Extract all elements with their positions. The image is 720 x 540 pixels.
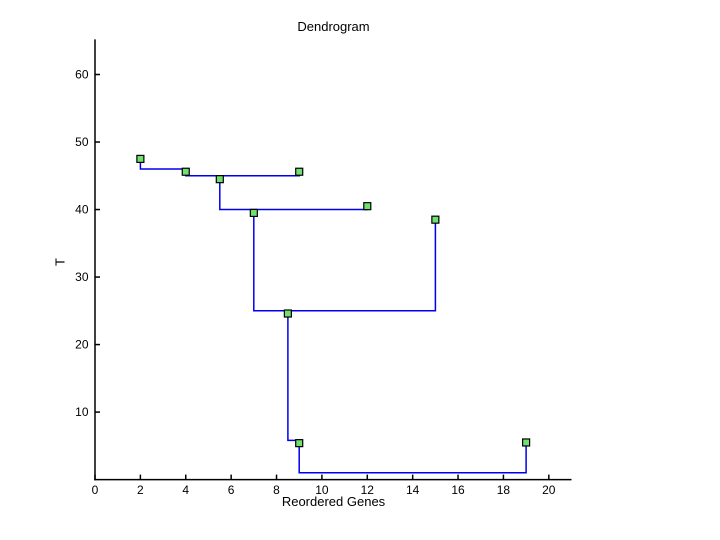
x-tick-label: 18	[497, 483, 511, 497]
y-tick-label: 20	[75, 338, 89, 352]
y-tick-label: 30	[75, 270, 89, 284]
node-marker	[522, 438, 531, 447]
node-marker	[215, 175, 224, 184]
node-marker	[136, 154, 145, 164]
dendrogram-link	[139, 158, 187, 170]
x-tick-label: 20	[542, 483, 556, 497]
x-tick-label: 4	[182, 483, 189, 497]
x-tick-label: 8	[273, 483, 280, 497]
node-marker	[283, 309, 292, 318]
x-tick-label: 10	[315, 483, 329, 497]
node-marker	[249, 208, 258, 218]
y-tick-label: 40	[75, 203, 89, 217]
x-tick-label: 0	[92, 483, 99, 497]
x-axis-label: Reordered Genes	[281, 494, 386, 509]
y-tick-label: 60	[75, 68, 89, 82]
node-marker	[431, 215, 440, 224]
dendrogram-link	[287, 312, 300, 442]
dendrogram-link	[185, 170, 300, 177]
x-tick-label: 16	[451, 483, 465, 497]
node-marker	[295, 167, 304, 176]
y-tick-label: 10	[75, 405, 89, 419]
node-marker	[181, 167, 190, 176]
x-tick-label: 2	[137, 483, 144, 497]
node-marker	[295, 439, 304, 448]
x-tick-label: 6	[228, 483, 235, 497]
dendrogram-link	[219, 178, 369, 211]
dendrogram-link	[298, 441, 527, 474]
y-axis-label: T	[52, 258, 68, 266]
chart-title: Dendrogram	[297, 19, 370, 34]
x-tick-label: 14	[406, 483, 420, 497]
node-marker	[363, 202, 372, 211]
y-tick-label: 50	[75, 135, 89, 149]
x-tick-label: 12	[361, 483, 375, 497]
dendrogram-link	[253, 212, 437, 312]
